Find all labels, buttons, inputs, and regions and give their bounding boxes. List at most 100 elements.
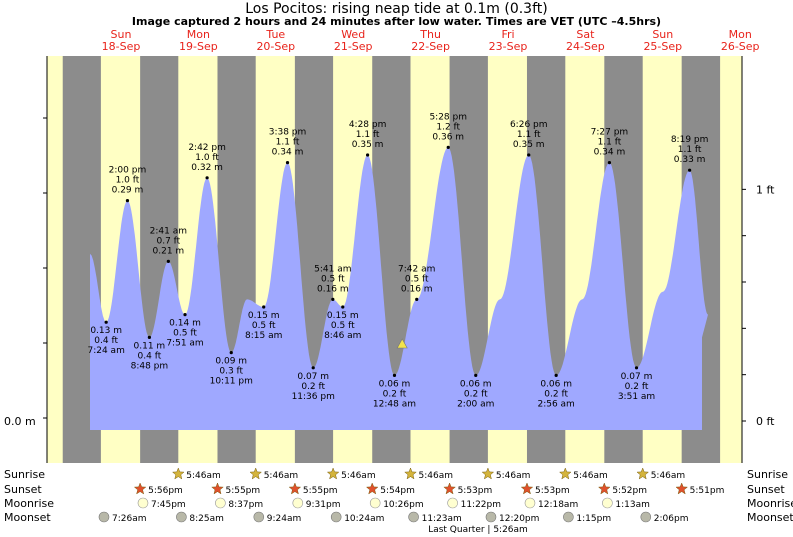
sunrise-time: 5:46am bbox=[651, 471, 686, 481]
sunset-time: 5:55pm bbox=[225, 486, 260, 496]
sunset-star-icon bbox=[211, 482, 224, 495]
extreme-dot bbox=[104, 320, 108, 324]
moonset-time: 7:26am bbox=[112, 514, 147, 524]
extreme-label: 0.14 m bbox=[169, 319, 201, 329]
extreme-dot bbox=[331, 297, 335, 301]
sunset-star-icon bbox=[597, 482, 611, 495]
sunset-star-icon bbox=[443, 482, 456, 495]
extreme-label: 1.1 ft bbox=[356, 130, 380, 140]
tide-curve bbox=[90, 147, 708, 430]
sunset-time: 5:53pm bbox=[458, 486, 493, 496]
sunrise-time: 5:46am bbox=[341, 471, 376, 481]
day-label-dow: Wed bbox=[341, 28, 365, 41]
extreme-label: 0.5 ft bbox=[173, 329, 197, 339]
extreme-label: 7:24 am bbox=[87, 346, 124, 356]
extreme-label: 8:46 am bbox=[324, 331, 361, 341]
extreme-label: 0.21 m bbox=[153, 246, 185, 256]
extreme-label: 0.16 m bbox=[317, 284, 349, 294]
extreme-label: 0.06 m bbox=[460, 379, 492, 389]
extreme-label: 1.1 ft bbox=[276, 138, 300, 148]
extreme-label: 0.34 m bbox=[594, 148, 626, 158]
sunrise-time: 5:46am bbox=[264, 471, 299, 481]
moonrise-time: 1:13am bbox=[615, 500, 650, 510]
extreme-dot bbox=[166, 259, 170, 263]
day-label-date: 22-Sep bbox=[411, 40, 450, 53]
moonrise-time: 12:18am bbox=[538, 500, 578, 510]
extreme-label: 0.29 m bbox=[112, 186, 144, 196]
day-label-dow: Mon bbox=[729, 28, 752, 41]
moonrise-icon bbox=[292, 497, 304, 509]
extreme-label: 6:26 pm bbox=[510, 120, 548, 130]
extreme-label: 1.1 ft bbox=[517, 130, 541, 140]
extreme-label: 0.06 m bbox=[540, 379, 572, 389]
sunset-star-icon bbox=[365, 482, 379, 495]
moonset-icon bbox=[98, 511, 110, 523]
moonset-icon bbox=[330, 511, 342, 523]
extreme-dot bbox=[229, 351, 233, 355]
right-axis-label: 0 ft bbox=[756, 415, 775, 428]
extreme-label: 0.15 m bbox=[327, 311, 359, 321]
moonset-icon bbox=[640, 511, 652, 523]
extreme-label: 0.15 m bbox=[248, 311, 280, 321]
extreme-label: 0.32 m bbox=[191, 163, 223, 173]
day-label-dow: Sun bbox=[652, 28, 673, 41]
extreme-label: 0.5 ft bbox=[252, 321, 276, 331]
extreme-label: 1.0 ft bbox=[195, 153, 219, 163]
left-axis-label: 0.0 m bbox=[4, 415, 36, 428]
extreme-dot bbox=[285, 161, 290, 165]
moonset-time: 12:20pm bbox=[499, 514, 539, 524]
sunset-star-icon bbox=[520, 482, 534, 495]
moonrise-time: 10:26pm bbox=[383, 500, 423, 510]
moonset-time: 2:06pm bbox=[654, 514, 689, 524]
day-label-dow: Fri bbox=[501, 28, 514, 41]
extreme-dot bbox=[688, 168, 692, 172]
extreme-dot bbox=[634, 366, 639, 370]
extreme-dot bbox=[607, 161, 612, 165]
extreme-label: 0.07 m bbox=[621, 372, 653, 382]
row-label-moonset: Moonset bbox=[4, 511, 51, 524]
sunrise-star-icon bbox=[326, 467, 340, 480]
row-label-sunset: Sunset bbox=[4, 483, 42, 496]
extreme-label: 4:28 pm bbox=[349, 120, 387, 130]
moonrise-icon bbox=[447, 497, 458, 509]
moonset-icon bbox=[563, 511, 574, 523]
extreme-label: 8:15 am bbox=[245, 331, 282, 341]
row-label-moonrise: Moonrise bbox=[4, 497, 54, 510]
day-label-dow: Tue bbox=[265, 28, 285, 41]
extreme-label: 11:36 pm bbox=[292, 392, 335, 402]
extreme-dot bbox=[147, 335, 151, 339]
extreme-label: 7:27 pm bbox=[591, 128, 629, 138]
moonset-icon bbox=[176, 511, 187, 523]
moonset-time: 1:15pm bbox=[576, 514, 611, 524]
extreme-label: 1.2 ft bbox=[436, 122, 460, 132]
day-labels: Sun18-SepMon19-SepTue20-SepWed21-SepThu2… bbox=[102, 28, 760, 53]
sunset-star-icon bbox=[133, 482, 147, 495]
day-label-date: 24-Sep bbox=[566, 40, 605, 53]
extreme-label: 0.35 m bbox=[513, 140, 545, 150]
moonset-time: 8:25am bbox=[189, 514, 224, 524]
sunrise-time: 5:46am bbox=[418, 471, 453, 481]
extreme-dot bbox=[392, 373, 397, 377]
day-label-dow: Mon bbox=[187, 28, 210, 41]
extreme-dot bbox=[446, 145, 450, 149]
sunset-star-icon bbox=[675, 482, 689, 495]
moonrise-time: 7:45pm bbox=[151, 500, 186, 510]
extreme-label: 0.06 m bbox=[379, 379, 411, 389]
extreme-label: 7:51 am bbox=[166, 339, 203, 349]
extreme-label: 0.34 m bbox=[272, 148, 304, 158]
sunrise-star-icon bbox=[249, 467, 263, 480]
day-label-dow: Thu bbox=[419, 28, 441, 41]
extreme-label: 5:28 pm bbox=[429, 112, 467, 122]
extreme-label: 0.07 m bbox=[297, 372, 329, 382]
day-label-date: 21-Sep bbox=[334, 40, 373, 53]
extreme-dot bbox=[262, 305, 266, 309]
extreme-label: 0.16 m bbox=[401, 284, 433, 294]
moonrise-icon bbox=[524, 497, 536, 509]
moon-phase-label: Last Quarter | 5:26am bbox=[428, 525, 528, 535]
sunrise-time: 5:46am bbox=[186, 471, 221, 481]
extreme-label: 3:38 pm bbox=[269, 128, 307, 138]
moonrise-time: 8:37pm bbox=[228, 500, 263, 510]
extreme-label: 0.5 ft bbox=[321, 274, 345, 284]
sunrise-star-icon bbox=[404, 467, 417, 480]
